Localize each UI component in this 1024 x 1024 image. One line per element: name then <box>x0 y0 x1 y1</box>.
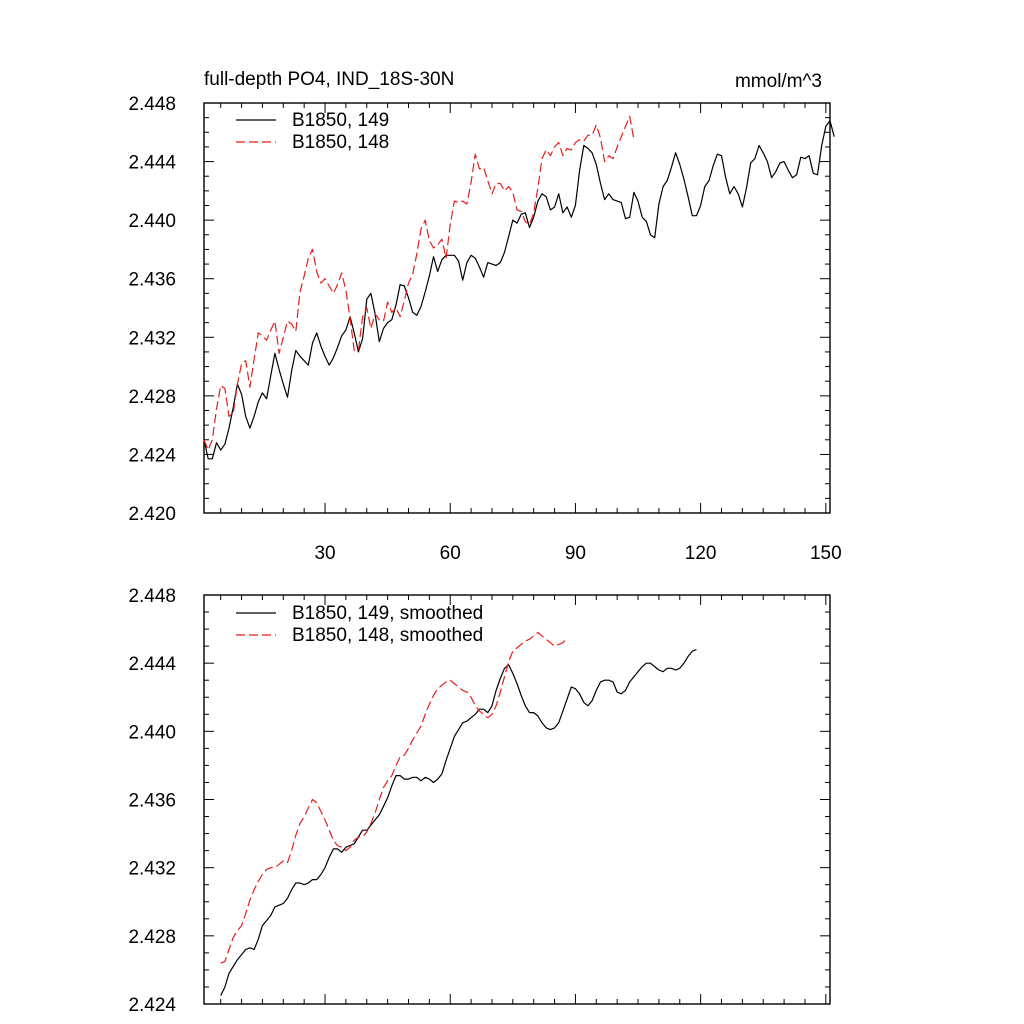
y-tick-label: 2.444 <box>128 153 176 174</box>
series-line-solid <box>203 119 835 460</box>
y-tick-label: 2.432 <box>128 328 176 349</box>
y-tick-label: 2.448 <box>128 94 176 115</box>
units-label: mmol/m^3 <box>735 71 822 92</box>
y-tick-label: 2.436 <box>128 791 176 812</box>
legend-label: B1850, 148, smoothed <box>292 625 483 646</box>
legend-label: B1850, 148 <box>292 132 389 153</box>
y-tick-label: 2.448 <box>128 586 176 607</box>
series-line-dashed <box>203 115 635 451</box>
series-line-dashed <box>220 631 568 964</box>
y-tick-label: 2.432 <box>128 859 176 880</box>
y-tick-label: 2.424 <box>128 445 176 466</box>
plot-frame <box>203 102 831 514</box>
x-tick-label: 150 <box>810 543 842 564</box>
plot-frame <box>203 594 831 1005</box>
legend-label: B1850, 149, smoothed <box>292 603 483 624</box>
y-tick-label: 2.424 <box>128 995 176 1016</box>
x-tick-label: 30 <box>314 543 335 564</box>
y-tick-label: 2.428 <box>128 387 176 408</box>
x-tick-label: 90 <box>565 543 586 564</box>
y-tick-label: 2.440 <box>128 211 176 232</box>
y-tick-label: 2.428 <box>128 927 176 948</box>
x-tick-label: 60 <box>440 543 461 564</box>
y-tick-label: 2.420 <box>128 504 176 525</box>
y-tick-label: 2.440 <box>128 722 176 743</box>
y-tick-label: 2.444 <box>128 654 176 675</box>
bottom-panel: 2.424 2.428 2.432 2.436 2.440 2.444 2.448 B1850… <box>128 586 831 1016</box>
chart-title: full-depth PO4, IND_18S-30N <box>204 69 454 90</box>
top-panel: full-depth PO4, IND_18S-30N mmol/m^3 30 6… <box>128 69 841 564</box>
series-line-solid <box>220 648 697 996</box>
legend-label: B1850, 149 <box>292 110 389 131</box>
y-tick-label: 2.436 <box>128 270 176 291</box>
x-tick-label: 120 <box>685 543 717 564</box>
